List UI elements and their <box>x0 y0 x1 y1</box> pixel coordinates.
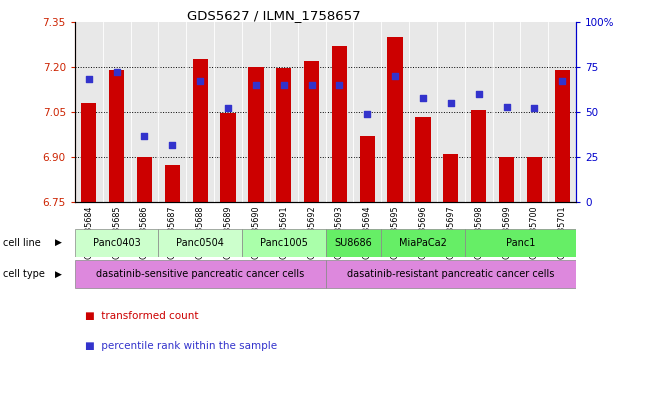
Bar <box>387 37 403 202</box>
Bar <box>555 70 570 202</box>
Text: Panc0504: Panc0504 <box>176 238 224 248</box>
Bar <box>165 165 180 202</box>
Bar <box>75 260 326 288</box>
Bar <box>437 22 465 202</box>
Bar <box>298 22 326 202</box>
Point <box>223 105 233 112</box>
Bar <box>75 22 103 202</box>
Text: cell type: cell type <box>3 269 45 279</box>
Bar <box>221 113 236 202</box>
Bar <box>471 110 486 202</box>
Text: ▶: ▶ <box>55 270 62 279</box>
Bar <box>103 22 131 202</box>
Bar <box>75 229 158 257</box>
Point <box>111 69 122 75</box>
Text: Panc1005: Panc1005 <box>260 238 308 248</box>
Bar <box>242 22 270 202</box>
Point <box>473 91 484 97</box>
Bar <box>527 157 542 202</box>
Bar <box>381 229 465 257</box>
Text: dasatinib-resistant pancreatic cancer cells: dasatinib-resistant pancreatic cancer ce… <box>347 269 555 279</box>
Point <box>501 103 512 110</box>
Point <box>362 111 372 117</box>
Text: dasatinib-sensitive pancreatic cancer cells: dasatinib-sensitive pancreatic cancer ce… <box>96 269 304 279</box>
Point <box>139 132 150 139</box>
Bar <box>158 22 186 202</box>
Text: cell line: cell line <box>3 238 41 248</box>
Point <box>251 82 261 88</box>
Point <box>418 94 428 101</box>
Text: MiaPaCa2: MiaPaCa2 <box>399 238 447 248</box>
Bar <box>193 59 208 202</box>
Bar <box>409 22 437 202</box>
Bar <box>326 229 381 257</box>
Bar <box>359 136 375 202</box>
Bar <box>381 22 409 202</box>
Bar <box>332 46 347 202</box>
Bar <box>493 22 520 202</box>
Bar <box>248 67 264 202</box>
Text: ▶: ▶ <box>55 238 62 247</box>
Point <box>195 78 206 84</box>
Bar <box>326 260 576 288</box>
Point <box>445 100 456 106</box>
Bar <box>499 157 514 202</box>
Text: ■  transformed count: ■ transformed count <box>85 311 198 321</box>
Bar <box>326 22 353 202</box>
Point <box>83 76 94 83</box>
Bar <box>415 116 430 202</box>
Bar <box>465 229 576 257</box>
Bar <box>81 103 96 202</box>
Bar <box>186 22 214 202</box>
Bar <box>242 229 326 257</box>
Bar <box>443 154 458 202</box>
Text: Panc0403: Panc0403 <box>92 238 141 248</box>
Point <box>390 73 400 79</box>
Bar <box>548 22 576 202</box>
Bar <box>109 70 124 202</box>
Text: ■  percentile rank within the sample: ■ percentile rank within the sample <box>85 341 277 351</box>
Bar <box>158 229 242 257</box>
Bar <box>137 157 152 202</box>
Point <box>334 82 344 88</box>
Text: GDS5627 / ILMN_1758657: GDS5627 / ILMN_1758657 <box>187 9 360 22</box>
Bar <box>465 22 493 202</box>
Bar <box>276 68 292 202</box>
Bar <box>353 22 381 202</box>
Bar <box>214 22 242 202</box>
Bar <box>270 22 298 202</box>
Point <box>529 105 540 112</box>
Bar <box>520 22 548 202</box>
Point <box>307 82 317 88</box>
Point <box>279 82 289 88</box>
Text: Panc1: Panc1 <box>506 238 535 248</box>
Point <box>557 78 568 84</box>
Bar <box>131 22 158 202</box>
Bar <box>304 61 319 202</box>
Point <box>167 141 178 148</box>
Text: SU8686: SU8686 <box>335 238 372 248</box>
